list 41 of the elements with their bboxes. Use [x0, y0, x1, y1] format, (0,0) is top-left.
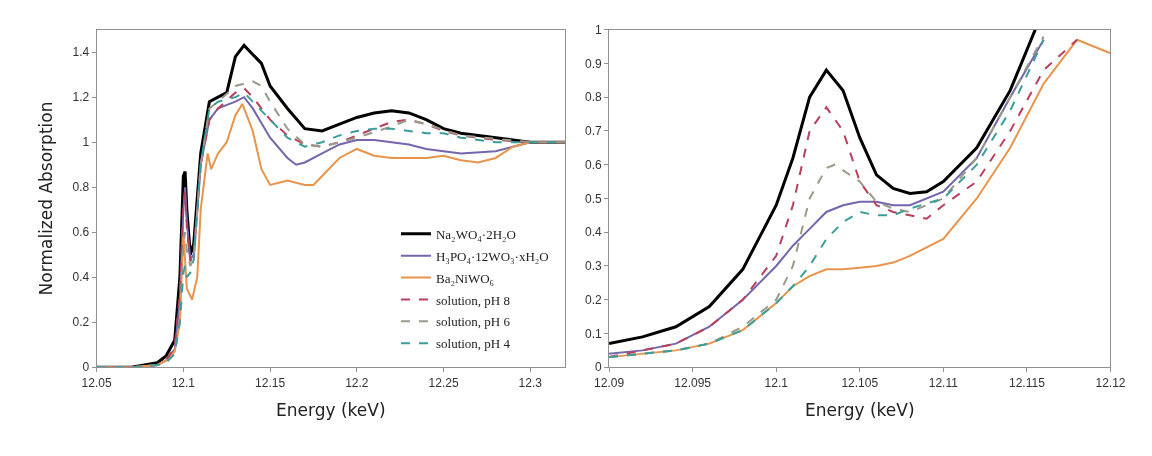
y-tick-label: 0.2: [72, 315, 90, 330]
legend-label: Na₂WO₄·2H₂O: [435, 226, 516, 242]
x-tick-label: 12.25: [428, 375, 459, 390]
y-tick-label: 0.6: [584, 157, 602, 172]
x-axis-title: Energy (keV): [276, 400, 386, 421]
y-tick-label: 0.4: [584, 225, 602, 240]
y-tick-label: 0: [82, 360, 90, 375]
x-tick-label: 12.12: [1095, 375, 1126, 390]
x-tick-label: 12.115: [1008, 375, 1046, 390]
x-tick-label: 12.095: [674, 375, 712, 390]
y-tick-label: 0.8: [72, 180, 90, 195]
y-tick-label: 0.2: [584, 292, 602, 307]
y-axis-title: Normalized Absorption: [36, 101, 57, 296]
x-tick-label: 12.05: [81, 375, 112, 390]
legend-label: H₃PO₄·12WO₃·xH₂O: [435, 248, 549, 264]
y-tick-label: 0.9: [584, 56, 602, 71]
x-tick-label: 12.1: [171, 375, 196, 390]
y-tick-label: 1.2: [72, 90, 90, 105]
y-tick-label: 0.8: [584, 90, 602, 105]
y-tick-label: 1.4: [72, 45, 90, 60]
y-tick-label: 0: [594, 360, 602, 375]
y-tick-label: 0.6: [72, 225, 90, 240]
legend-label: solution, pH 4: [435, 336, 511, 352]
y-tick-label: 0.7: [584, 124, 602, 139]
legend-label: Ba₂NiWO₆: [435, 270, 495, 286]
y-tick-label: 0.5: [584, 191, 602, 206]
y-tick-label: 1: [594, 22, 602, 37]
y-tick-label: 0.3: [584, 259, 602, 274]
x-tick-label: 12.11: [928, 375, 959, 390]
x-tick-label: 12.3: [518, 375, 543, 390]
x-tick-label: 12.1: [764, 375, 789, 390]
x-tick-label: 12.2: [345, 375, 369, 390]
x-tick-label: 12.09: [594, 375, 625, 390]
legend-label: solution, pH 8: [435, 292, 511, 308]
x-tick-label: 12.105: [841, 375, 879, 390]
y-tick-label: 0.4: [72, 270, 90, 285]
y-tick-label: 0.1: [584, 326, 602, 341]
y-tick-label: 1: [82, 135, 90, 150]
x-tick-label: 12.15: [255, 375, 286, 390]
legend-label: solution, pH 6: [435, 314, 511, 330]
x-axis-title: Energy (keV): [805, 400, 915, 421]
